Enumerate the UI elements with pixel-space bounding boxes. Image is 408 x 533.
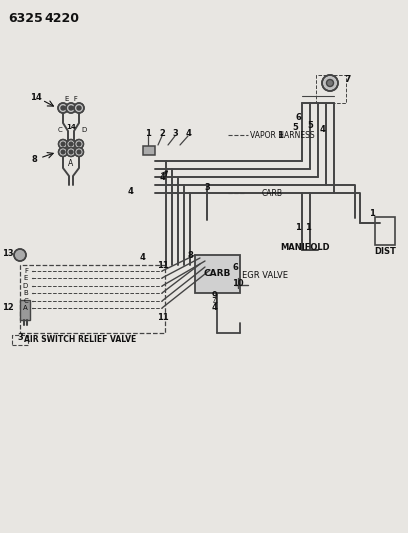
Text: 9: 9 [212, 290, 218, 300]
Circle shape [326, 79, 333, 86]
Text: B: B [23, 290, 28, 296]
Text: 1: 1 [305, 223, 311, 232]
Text: E: E [24, 275, 28, 281]
Circle shape [58, 103, 68, 113]
Text: 6325: 6325 [8, 12, 43, 25]
Text: 14: 14 [30, 93, 42, 102]
Text: 8: 8 [187, 251, 193, 260]
Text: 1: 1 [277, 131, 283, 140]
Text: 2: 2 [159, 128, 165, 138]
Bar [316, 75, 346, 103]
Text: 6: 6 [295, 114, 301, 123]
Text: 4: 4 [212, 303, 218, 312]
Text: 3: 3 [17, 333, 23, 342]
Circle shape [58, 148, 67, 157]
Text: EGR VALVE: EGR VALVE [242, 271, 288, 279]
Text: D: D [23, 283, 28, 289]
Circle shape [322, 75, 338, 91]
Circle shape [58, 140, 67, 149]
Circle shape [75, 140, 84, 149]
Text: 4: 4 [185, 128, 191, 138]
Circle shape [61, 150, 65, 154]
Circle shape [69, 106, 73, 110]
Bar [195, 255, 240, 293]
Text: 14: 14 [66, 124, 76, 130]
Text: E  F: E F [64, 96, 78, 102]
Circle shape [77, 142, 81, 146]
Text: CARB: CARB [262, 189, 283, 198]
Circle shape [74, 103, 84, 113]
Bar [143, 146, 155, 155]
Text: 6: 6 [232, 263, 238, 272]
Circle shape [77, 106, 81, 110]
Text: DIST: DIST [374, 246, 396, 255]
Circle shape [67, 140, 75, 149]
Text: VAPOR HARNESS: VAPOR HARNESS [250, 131, 315, 140]
Text: 1: 1 [145, 128, 151, 138]
Circle shape [14, 249, 26, 261]
Circle shape [67, 148, 75, 157]
Text: 5: 5 [292, 124, 298, 133]
Text: AIR SWITCH RELIEF VALVE: AIR SWITCH RELIEF VALVE [24, 335, 136, 344]
Text: 12: 12 [2, 303, 14, 312]
Text: CARB: CARB [203, 270, 231, 279]
Text: C: C [23, 298, 28, 304]
Text: A: A [69, 158, 73, 167]
Text: 1: 1 [369, 208, 375, 217]
Circle shape [75, 148, 84, 157]
Bar [12, 335, 28, 345]
Text: 4220: 4220 [44, 12, 79, 25]
Text: 11: 11 [157, 313, 169, 322]
Bar [20, 300, 30, 320]
Circle shape [61, 142, 65, 146]
Text: 1: 1 [295, 223, 301, 232]
Text: C: C [58, 127, 62, 133]
Bar [375, 217, 395, 245]
Text: 11: 11 [157, 261, 169, 270]
Text: 4: 4 [319, 125, 325, 134]
Circle shape [61, 106, 65, 110]
Text: 4: 4 [139, 254, 145, 262]
Text: 4: 4 [127, 187, 133, 196]
Circle shape [69, 150, 73, 154]
Text: 3: 3 [172, 128, 178, 138]
Text: 13: 13 [2, 248, 14, 257]
Text: 3: 3 [204, 183, 210, 192]
Text: D: D [81, 127, 86, 133]
Circle shape [66, 103, 76, 113]
Text: 8: 8 [31, 156, 37, 165]
Text: 4: 4 [160, 174, 166, 182]
Text: MANIFOLD: MANIFOLD [280, 244, 330, 253]
Circle shape [69, 142, 73, 146]
Circle shape [77, 150, 81, 154]
Text: 10: 10 [232, 279, 244, 287]
Text: A: A [23, 305, 28, 311]
Text: F: F [24, 268, 28, 274]
Text: 7: 7 [345, 76, 351, 85]
Bar [20, 265, 165, 333]
Text: 4: 4 [213, 296, 217, 305]
Text: 5: 5 [307, 120, 313, 130]
